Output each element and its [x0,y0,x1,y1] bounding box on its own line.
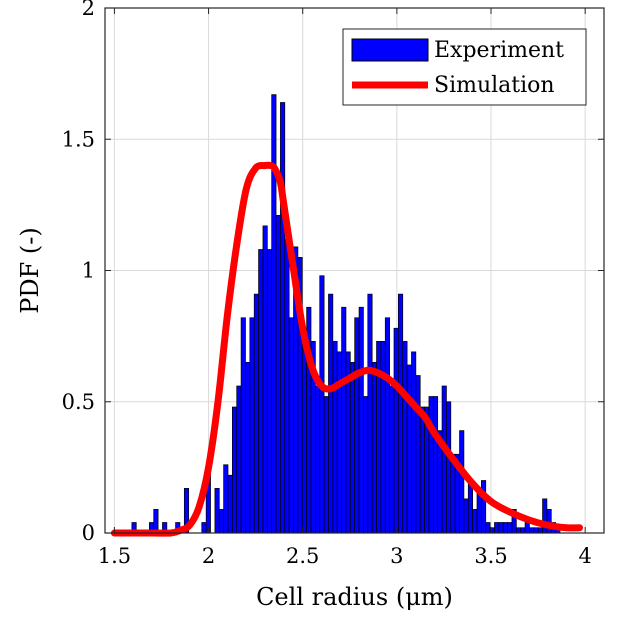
histogram-bar [515,527,522,534]
histogram-bar [398,293,404,534]
simulation-curve [110,161,584,537]
x-tick-label: 3.5 [474,544,507,568]
x-tick-label: 4 [578,544,591,568]
histogram-bar [253,293,259,534]
histogram-bar [498,522,504,534]
histogram-bar [467,480,473,534]
histogram-bar [446,401,452,534]
histogram-bar [529,527,535,534]
histogram-bar [507,522,513,534]
histogram-bar [411,351,417,534]
histogram-bar [459,430,465,534]
histogram-bar [537,527,543,534]
histogram-bar [288,317,294,534]
histogram-bar [249,317,255,534]
histogram-bar [349,362,356,534]
histogram-bar [402,341,408,534]
histogram-bar [201,522,207,534]
histogram-bar [384,317,390,534]
y-tick-label: 2 [82,0,95,20]
histogram-bar [336,351,342,534]
histogram-bar [502,522,508,534]
histogram-bar [393,327,399,534]
histogram-bar [494,522,500,534]
histogram-bar [271,94,277,534]
histogram-bar [476,490,482,534]
y-tick-label: 1.5 [62,127,95,151]
histogram-bar [153,509,159,534]
histogram-bar [323,396,329,534]
histogram-bar [472,509,478,534]
histogram-bar [419,406,425,534]
histogram-bar [533,527,539,534]
histogram-bar [358,306,364,534]
histogram-bar [363,396,369,534]
histogram-bar [227,474,233,534]
experiment-bars [131,94,561,534]
legend: Experiment Simulation [342,28,587,106]
histogram-bar [354,317,360,534]
x-axis-label: Cell radius (μm) [256,583,453,611]
histogram-bar [284,238,290,534]
histogram-bar [319,275,325,534]
histogram-bar [232,406,238,534]
y-axis-label: PDF (-) [16,227,44,314]
x-tick-label: 3 [390,544,403,568]
histogram-bar [463,498,469,534]
legend-label-experiment: Experiment [434,38,564,63]
histogram-bar [380,341,386,534]
histogram-bar [341,306,347,534]
y-tick-label: 0.5 [62,390,95,414]
histogram-bar [371,362,377,534]
axis-ticks: 1.5 2 2.5 3 3.5 4 0 0.5 1 1.5 2 [62,0,604,568]
histogram-bar [415,375,421,534]
simulation-curve-layer [110,161,584,537]
histogram-bar [266,249,273,534]
histogram-bar [240,317,246,534]
histogram-bar [524,522,530,534]
histogram-bar [432,396,439,534]
histogram-bar [275,215,281,534]
x-tick-label: 1.5 [98,544,131,568]
x-tick-label: 2.5 [286,544,319,568]
histogram-bar [214,488,220,534]
histogram-bar [262,225,268,534]
histogram-bar [258,249,264,534]
histogram-bar [485,522,491,534]
histogram-bar [223,464,229,534]
histogram-bar [315,385,321,534]
histogram-bar [520,527,526,534]
y-tick-label: 1 [82,259,95,283]
legend-swatch-experiment [351,38,429,62]
histogram-bar [328,293,334,534]
histogram-bar [389,385,395,534]
histogram-bar [481,480,487,534]
histogram-bar [280,102,286,534]
histogram-bar [332,341,338,534]
x-tick-label: 2 [202,544,215,568]
histogram-bar [428,396,434,534]
y-tick-label: 0 [82,521,95,545]
legend-label-simulation: Simulation [434,73,555,98]
histogram-bar [406,364,412,534]
histogram-bar [441,385,447,534]
histogram-bar [245,362,251,534]
histogram-bar [546,509,552,534]
histogram-bar [367,293,373,534]
histogram-bar [218,509,224,534]
histogram-bar [236,385,242,534]
